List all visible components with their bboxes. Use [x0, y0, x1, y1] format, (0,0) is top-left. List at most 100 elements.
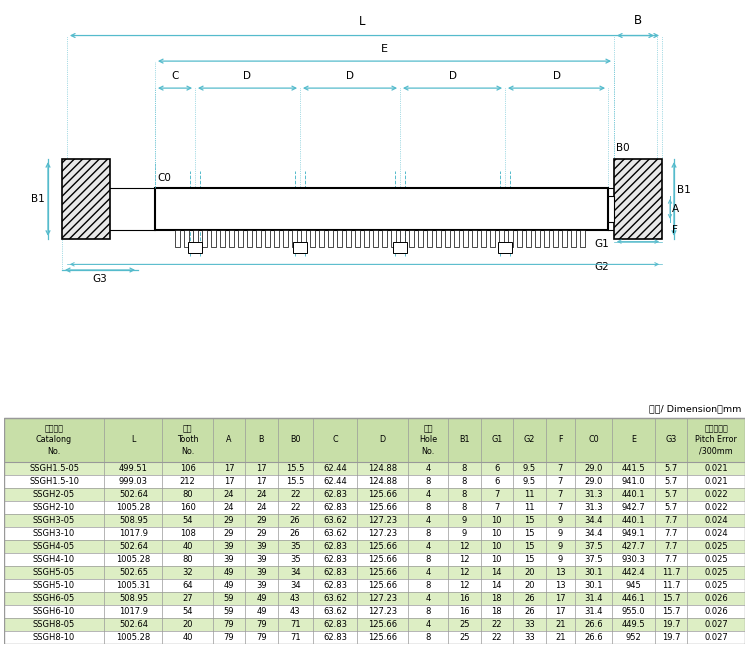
Text: D: D — [380, 435, 386, 444]
Bar — [357, 418, 407, 462]
Bar — [481, 501, 513, 514]
Text: 212: 212 — [180, 477, 195, 486]
Bar — [575, 527, 612, 540]
Bar — [407, 462, 448, 475]
Text: 7: 7 — [557, 490, 563, 499]
Text: 6: 6 — [494, 477, 500, 486]
Text: 24: 24 — [224, 503, 234, 512]
Text: 499.51: 499.51 — [119, 464, 148, 473]
Text: 446.1: 446.1 — [622, 594, 646, 603]
Bar — [575, 553, 612, 565]
Text: 0.021: 0.021 — [704, 464, 728, 473]
Bar — [175, 230, 180, 247]
Bar — [4, 618, 104, 631]
Text: 39: 39 — [256, 568, 267, 576]
Bar — [213, 488, 245, 501]
Text: 502.64: 502.64 — [119, 620, 148, 629]
Bar — [407, 618, 448, 631]
Text: 0.025: 0.025 — [704, 542, 728, 551]
Bar — [612, 475, 655, 488]
Bar — [245, 514, 278, 527]
Text: L: L — [131, 435, 136, 444]
Text: 29.0: 29.0 — [584, 477, 603, 486]
Text: SSGH4-05: SSGH4-05 — [33, 542, 75, 551]
Text: 1005.28: 1005.28 — [116, 503, 151, 512]
Text: 62.83: 62.83 — [323, 490, 347, 499]
Bar — [687, 565, 745, 579]
Text: 17: 17 — [256, 477, 267, 486]
Text: 0.025: 0.025 — [704, 554, 728, 564]
Text: 齒數
Tooth
No.: 齒數 Tooth No. — [177, 424, 198, 455]
Text: 43: 43 — [290, 594, 300, 603]
Bar — [357, 631, 407, 644]
Bar — [283, 230, 288, 247]
Bar — [213, 592, 245, 605]
Bar — [655, 475, 687, 488]
Bar — [163, 462, 213, 475]
Bar — [448, 553, 481, 565]
Bar — [427, 230, 432, 247]
Bar — [526, 230, 531, 247]
Bar — [312, 579, 357, 592]
Text: 127.23: 127.23 — [368, 607, 397, 616]
Text: 125.66: 125.66 — [368, 581, 397, 590]
Text: 9.5: 9.5 — [523, 477, 536, 486]
Text: 59: 59 — [224, 594, 234, 603]
Bar — [448, 418, 481, 462]
Text: E: E — [381, 44, 388, 54]
Bar — [213, 605, 245, 618]
Text: 20: 20 — [524, 568, 535, 576]
Bar — [312, 540, 357, 553]
Bar — [213, 462, 245, 475]
Text: 125.66: 125.66 — [368, 633, 397, 642]
Bar — [163, 488, 213, 501]
Bar — [211, 230, 216, 247]
Bar — [687, 462, 745, 475]
Text: 22: 22 — [290, 503, 300, 512]
Text: 13: 13 — [555, 568, 565, 576]
Bar — [104, 592, 163, 605]
Text: B0: B0 — [616, 144, 630, 153]
Bar — [247, 230, 252, 247]
Bar — [278, 631, 312, 644]
Bar — [265, 230, 270, 247]
Bar — [472, 230, 477, 247]
Text: 49: 49 — [224, 568, 234, 576]
Bar — [655, 488, 687, 501]
Text: 63.62: 63.62 — [323, 607, 347, 616]
Text: 80: 80 — [182, 490, 193, 499]
Bar — [614, 159, 662, 239]
Text: 8: 8 — [461, 490, 467, 499]
Text: SSGH1.5-10: SSGH1.5-10 — [29, 477, 79, 486]
Text: B1: B1 — [459, 435, 470, 444]
Text: 10: 10 — [491, 516, 502, 525]
Bar — [545, 475, 575, 488]
Bar — [163, 618, 213, 631]
Text: 6: 6 — [494, 464, 500, 473]
Bar — [357, 488, 407, 501]
Bar — [407, 592, 448, 605]
Text: 33: 33 — [524, 633, 535, 642]
Bar — [245, 605, 278, 618]
Bar — [575, 565, 612, 579]
Bar — [612, 579, 655, 592]
Text: 12: 12 — [459, 581, 470, 590]
Text: 442.4: 442.4 — [622, 568, 645, 576]
Bar — [245, 565, 278, 579]
Bar — [655, 618, 687, 631]
Text: 440.1: 440.1 — [622, 490, 645, 499]
Text: 441.5: 441.5 — [622, 464, 645, 473]
Text: C0: C0 — [157, 173, 171, 183]
Bar — [4, 553, 104, 565]
Bar — [278, 475, 312, 488]
Text: 39: 39 — [256, 542, 267, 551]
Text: 59: 59 — [224, 607, 234, 616]
Text: 9: 9 — [558, 516, 563, 525]
Bar — [278, 462, 312, 475]
Text: 37.5: 37.5 — [584, 554, 603, 564]
Bar — [513, 488, 545, 501]
Bar — [481, 565, 513, 579]
Bar — [184, 230, 189, 247]
Text: 79: 79 — [256, 633, 267, 642]
Bar — [571, 230, 576, 247]
